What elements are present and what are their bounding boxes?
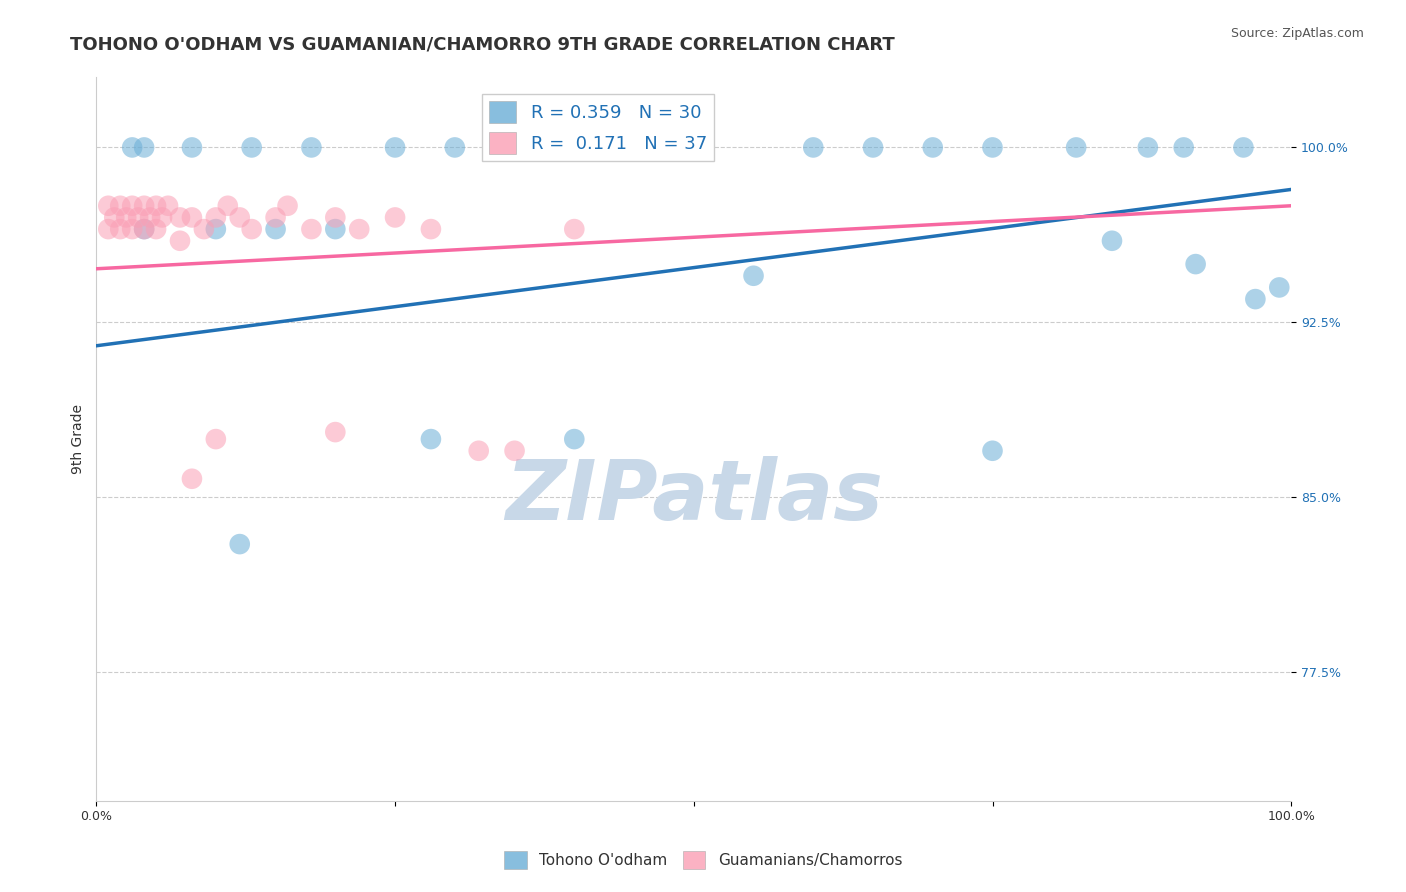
Point (121, 140, 143, 154)
Point (181, 140, 204, 154)
Point (121, 222, 143, 236)
Point (1173, 140, 1195, 154)
Point (1101, 234, 1123, 248)
Point (419, 222, 441, 236)
Point (110, 199, 132, 213)
Point (217, 199, 239, 213)
Point (323, 211, 346, 225)
Point (1244, 292, 1267, 306)
Point (277, 199, 299, 213)
Point (323, 222, 346, 236)
Point (467, 443, 489, 458)
Point (134, 222, 156, 236)
Point (157, 199, 180, 213)
Point (503, 443, 526, 458)
Point (205, 432, 228, 446)
Point (145, 222, 167, 236)
Point (181, 211, 204, 225)
Text: Source: ZipAtlas.com: Source: ZipAtlas.com (1230, 27, 1364, 40)
Point (347, 222, 370, 236)
Point (150, 211, 173, 225)
Point (384, 140, 406, 154)
Point (229, 537, 252, 551)
Legend: R = 0.359   N = 30, R =  0.171   N = 37: R = 0.359 N = 30, R = 0.171 N = 37 (482, 94, 714, 161)
Point (240, 222, 263, 236)
Legend: Tohono O'odham, Guamanians/Chamorros: Tohono O'odham, Guamanians/Chamorros (498, 845, 908, 875)
Point (419, 432, 441, 446)
Y-axis label: 9th Grade: 9th Grade (72, 404, 86, 475)
Point (742, 268, 765, 283)
Point (121, 199, 143, 213)
Text: ZIPatlas: ZIPatlas (505, 457, 883, 538)
Point (145, 199, 167, 213)
Point (443, 140, 465, 154)
Point (127, 211, 149, 225)
Point (103, 211, 125, 225)
Point (801, 140, 824, 154)
Point (1064, 140, 1087, 154)
Point (169, 234, 191, 248)
Point (562, 222, 585, 236)
Point (921, 140, 943, 154)
Point (299, 222, 322, 236)
Point (97, 222, 120, 236)
Point (169, 211, 191, 225)
Point (1136, 140, 1159, 154)
Point (562, 432, 585, 446)
Point (97, 199, 120, 213)
Point (1184, 257, 1206, 271)
Point (134, 222, 156, 236)
Text: TOHONO O'ODHAM VS GUAMANIAN/CHAMORRO 9TH GRADE CORRELATION CHART: TOHONO O'ODHAM VS GUAMANIAN/CHAMORRO 9TH… (70, 36, 896, 54)
Point (682, 140, 704, 154)
Point (1232, 140, 1254, 154)
Point (981, 140, 1004, 154)
Point (181, 472, 204, 486)
Point (134, 140, 156, 154)
Point (240, 140, 263, 154)
Point (862, 140, 884, 154)
Point (1268, 280, 1291, 294)
Point (134, 199, 156, 213)
Point (264, 222, 287, 236)
Point (503, 140, 526, 154)
Point (193, 222, 215, 236)
Point (264, 211, 287, 225)
Point (115, 211, 138, 225)
Point (299, 140, 322, 154)
Point (205, 211, 228, 225)
Point (139, 211, 162, 225)
Point (205, 222, 228, 236)
Point (229, 211, 252, 225)
Point (323, 425, 346, 439)
Point (981, 443, 1004, 458)
Point (384, 211, 406, 225)
Point (110, 222, 132, 236)
